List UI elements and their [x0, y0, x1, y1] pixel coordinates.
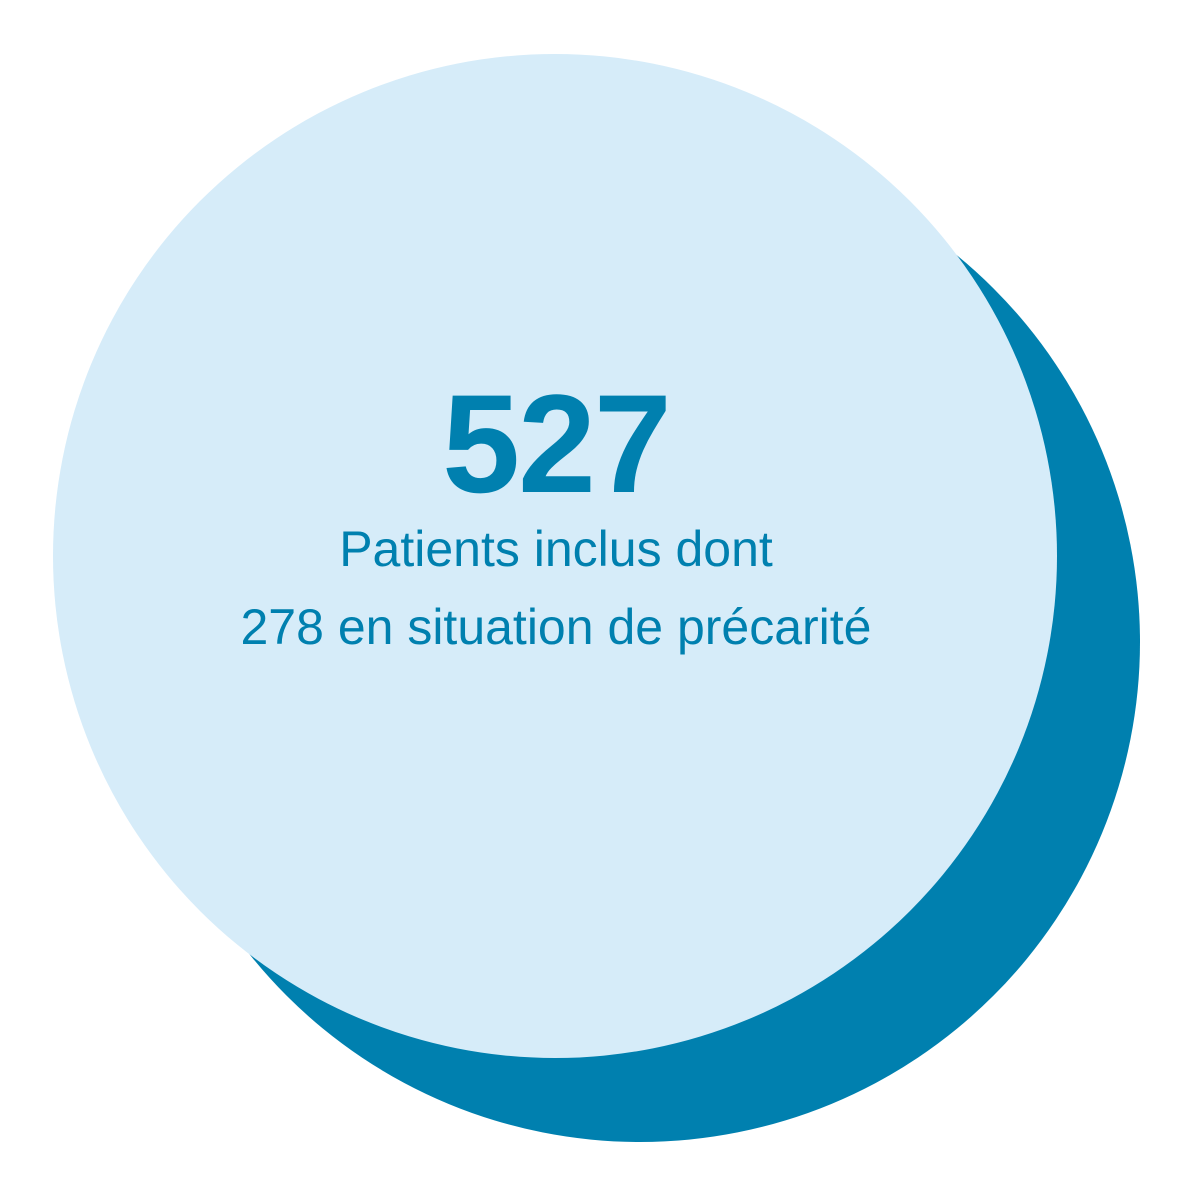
stat-block: 527 Patients inclus dont 278 en situatio…: [54, 365, 1058, 666]
stat-number: 527: [442, 365, 672, 522]
stat-caption-line-2: 278 en situation de précarité: [240, 599, 872, 655]
stat-caption-line-1: Patients inclus dont: [339, 521, 773, 577]
front-circle: [53, 54, 1057, 1058]
